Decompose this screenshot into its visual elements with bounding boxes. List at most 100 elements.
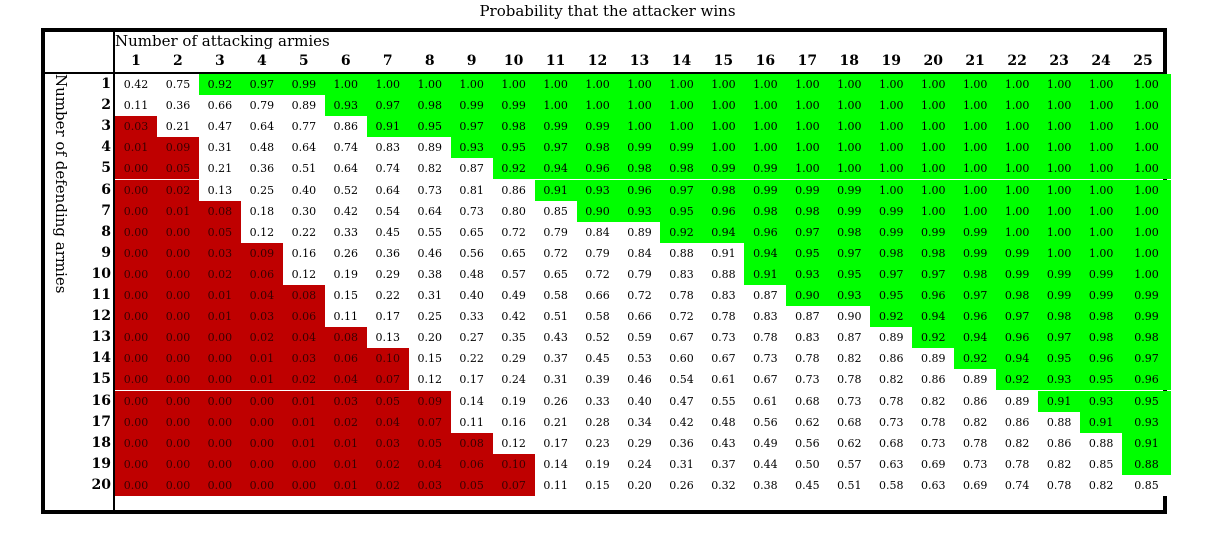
- probability-cell: 0.38: [744, 474, 787, 496]
- column-header: 1: [131, 53, 141, 69]
- probability-cell: 0.86: [870, 348, 913, 370]
- probability-cell: 0.09: [156, 137, 199, 159]
- probability-cell: 0.91: [702, 242, 745, 264]
- probability-cell: 0.09: [240, 242, 283, 264]
- probability-cell: 0.93: [324, 95, 367, 117]
- probability-cell: 0.92: [870, 306, 913, 328]
- probability-cell: 1.00: [954, 137, 997, 159]
- column-header: 8: [424, 53, 435, 69]
- probability-cell: 0.48: [240, 137, 283, 159]
- probability-cell: 0.51: [282, 158, 325, 180]
- probability-cell: 1.00: [1038, 179, 1081, 201]
- probability-cell: 0.98: [660, 158, 703, 180]
- probability-cell: 0.67: [660, 327, 703, 349]
- probability-cell: 0.11: [534, 474, 577, 496]
- column-header: 5: [298, 53, 309, 69]
- probability-cell: 0.01: [324, 453, 367, 475]
- probability-cell: 0.99: [702, 158, 745, 180]
- probability-cell: 1.00: [996, 95, 1039, 117]
- probability-cell: 1.00: [786, 137, 829, 159]
- column-header: 12: [587, 53, 608, 69]
- probability-cell: 0.85: [534, 200, 577, 222]
- probability-cell: 1.00: [1122, 95, 1172, 117]
- column-header: 16: [755, 53, 776, 69]
- probability-cell: 1.00: [912, 95, 955, 117]
- probability-cell: 0.63: [870, 453, 913, 475]
- probability-cell: 0.40: [450, 285, 493, 306]
- probability-cell: 0.82: [408, 158, 451, 180]
- probability-cell: 0.99: [492, 95, 535, 117]
- probability-cell: 0.00: [156, 474, 199, 496]
- column-header: 18: [839, 53, 860, 69]
- probability-cell: 0.38: [408, 263, 451, 285]
- probability-cell: 0.96: [744, 221, 787, 243]
- probability-cell: 0.84: [576, 221, 619, 243]
- probability-cell: 0.31: [534, 369, 577, 391]
- probability-cell: 0.99: [1080, 263, 1123, 285]
- probability-cell: 1.00: [1038, 74, 1081, 95]
- probability-cell: 0.86: [324, 116, 367, 138]
- probability-cell: 0.61: [702, 369, 745, 391]
- probability-cell: 1.00: [744, 116, 787, 138]
- probability-cell: 1.00: [1038, 137, 1081, 159]
- probability-cell: 1.00: [1038, 200, 1081, 222]
- probability-cell: 0.93: [1038, 369, 1081, 391]
- probability-cell: 0.50: [786, 453, 829, 475]
- probability-cell: 0.99: [996, 263, 1039, 285]
- probability-cell: 0.00: [240, 432, 283, 454]
- probability-cell: 0.63: [912, 474, 955, 496]
- probability-cell: 0.02: [156, 179, 199, 201]
- probability-cell: 0.60: [660, 348, 703, 370]
- probability-cell: 0.96: [912, 285, 955, 306]
- probability-cell: 0.03: [366, 432, 409, 454]
- probability-cell: 0.95: [870, 285, 913, 306]
- probability-cell: 0.75: [156, 74, 199, 95]
- probability-cell: 0.95: [660, 200, 703, 222]
- probability-cell: 0.91: [534, 179, 577, 201]
- probability-cell: 0.00: [198, 390, 241, 412]
- probability-cell: 0.98: [996, 285, 1039, 306]
- probability-cell: 0.47: [198, 116, 241, 138]
- probability-cell: 1.00: [744, 137, 787, 159]
- probability-cell: 0.00: [115, 306, 157, 328]
- probability-cell: 0.32: [702, 474, 745, 496]
- probability-cell: 1.00: [828, 74, 871, 95]
- column-header: 3: [215, 53, 225, 69]
- probability-cell: 0.05: [366, 390, 409, 412]
- probability-cell: 0.12: [492, 432, 535, 454]
- probability-cell: 0.03: [240, 306, 283, 328]
- probability-cell: 0.98: [786, 200, 829, 222]
- probability-cell: 0.95: [1038, 348, 1081, 370]
- probability-cell: 0.97: [786, 221, 829, 243]
- probability-cell: 0.57: [828, 453, 871, 475]
- probability-cell: 0.91: [1122, 432, 1172, 454]
- probability-cell: 0.98: [618, 158, 661, 180]
- probability-cell: 0.88: [1038, 411, 1081, 433]
- probability-cell: 0.57: [492, 263, 535, 285]
- probability-cell: 0.96: [996, 327, 1039, 349]
- probability-cell: 0.58: [870, 474, 913, 496]
- probability-cell: 1.00: [1122, 221, 1172, 243]
- probability-cell: 1.00: [1080, 158, 1123, 180]
- probability-cell: 0.26: [534, 390, 577, 412]
- probability-cell: 0.49: [492, 285, 535, 306]
- probability-cell: 0.58: [534, 285, 577, 306]
- probability-cell: 0.73: [870, 411, 913, 433]
- probability-cell: 0.00: [156, 306, 199, 328]
- probability-cell: 0.97: [534, 137, 577, 159]
- probability-cell: 0.99: [828, 179, 871, 201]
- probability-cell: 0.66: [576, 285, 619, 306]
- probability-cell: 1.00: [828, 116, 871, 138]
- probability-cell: 0.39: [576, 369, 619, 391]
- probability-cell: 0.03: [408, 474, 451, 496]
- probability-cell: 0.00: [156, 432, 199, 454]
- probability-cell: 1.00: [660, 74, 703, 95]
- probability-cell: 0.89: [870, 327, 913, 349]
- probability-cell: 0.06: [324, 348, 367, 370]
- probability-cell: 0.47: [660, 390, 703, 412]
- probability-cell: 1.00: [912, 158, 955, 180]
- row-header: 16: [91, 392, 111, 409]
- probability-cell: 0.96: [702, 200, 745, 222]
- probability-cell: 0.16: [282, 242, 325, 264]
- probability-cell: 0.18: [240, 200, 283, 222]
